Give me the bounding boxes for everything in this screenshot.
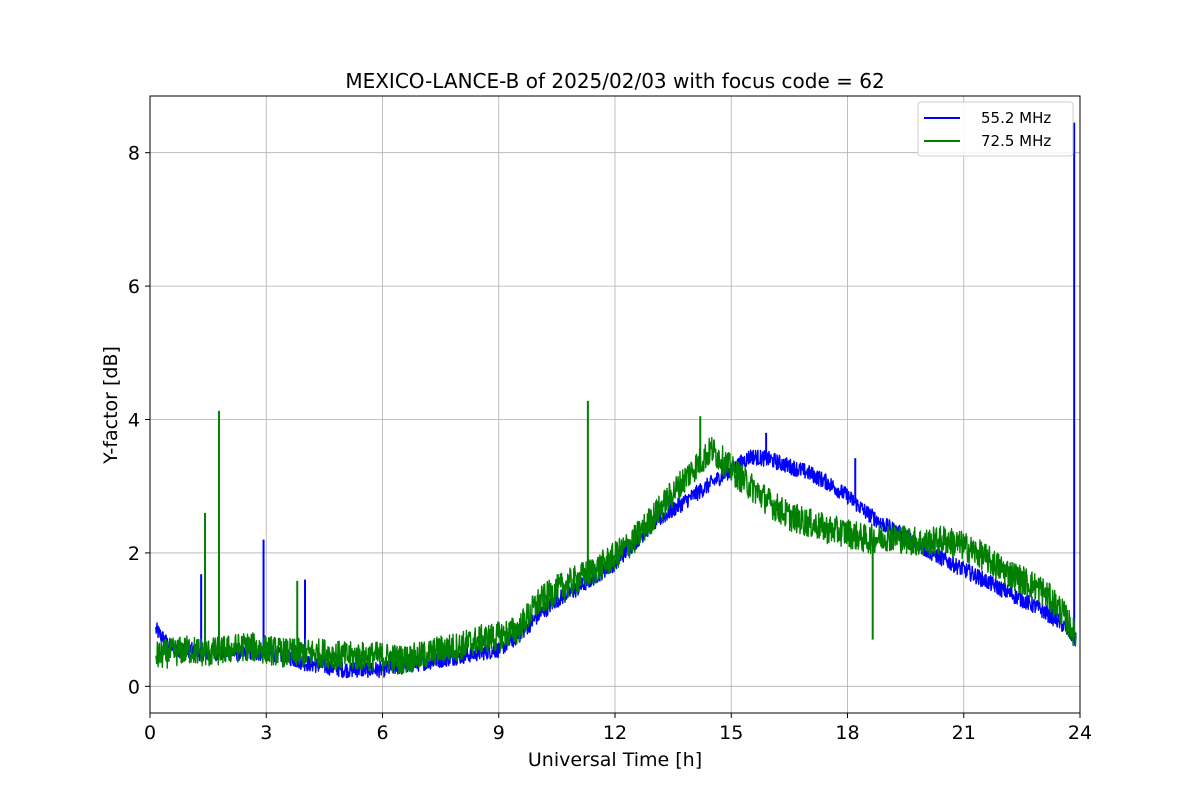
x-tick-label: 0 bbox=[144, 722, 156, 744]
legend-box bbox=[917, 101, 1074, 157]
x-tick-label: 24 bbox=[1068, 722, 1092, 744]
y-tick-label: 8 bbox=[128, 143, 140, 165]
y-tick-label: 0 bbox=[128, 676, 140, 698]
y-tick-label: 6 bbox=[128, 276, 140, 298]
y-tick-label: 4 bbox=[128, 410, 140, 432]
legend-label-series-2: 72.5 MHz bbox=[981, 132, 1051, 150]
x-tick-label: 18 bbox=[835, 722, 859, 744]
plot-area bbox=[155, 122, 1077, 679]
legend-label-series-1: 55.2 MHz bbox=[981, 109, 1051, 127]
chart-title: MEXICO-LANCE-B of 2025/02/03 with focus … bbox=[345, 69, 884, 93]
x-tick-label: 12 bbox=[603, 722, 627, 744]
y-tick-label: 2 bbox=[128, 543, 140, 565]
x-tick-label: 3 bbox=[260, 722, 272, 744]
x-axis-title: Universal Time [h] bbox=[528, 749, 702, 771]
x-tick-label: 15 bbox=[719, 722, 743, 744]
x-tick-label: 9 bbox=[493, 722, 505, 744]
x-tick-label: 6 bbox=[376, 722, 388, 744]
series-line-2 bbox=[155, 436, 1077, 675]
x-tick-label: 21 bbox=[952, 722, 976, 744]
y-axis-title: Y-factor [dB] bbox=[100, 346, 122, 465]
legend: 55.2 MHz 72.5 MHz bbox=[917, 101, 1074, 157]
